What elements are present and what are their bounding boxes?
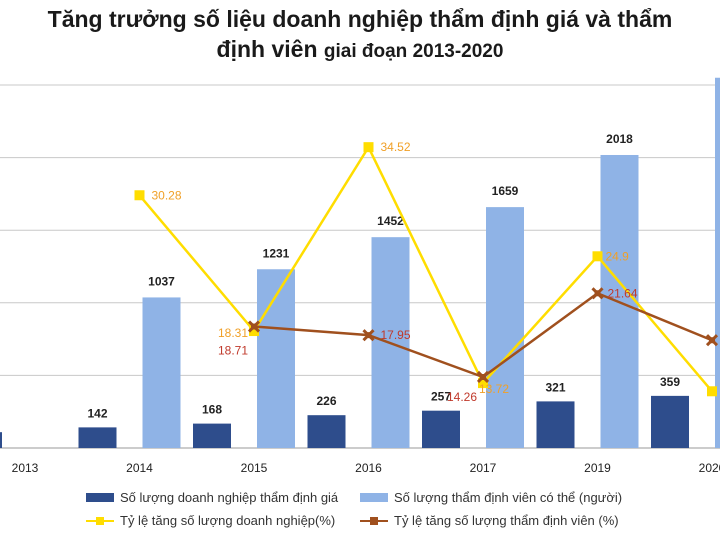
line-point (249, 326, 259, 337)
line-point (478, 378, 488, 389)
bar-tdv (486, 207, 524, 448)
title-line-2: định viên giai đoạn 2013-2020 (0, 34, 720, 67)
bar-dn (307, 415, 346, 448)
x-tick-label: 2014 (126, 461, 153, 475)
line-point-core (251, 323, 257, 330)
bar-dn (78, 427, 117, 448)
line-point-core (480, 373, 486, 380)
line-point-label: 18.31 (218, 326, 248, 340)
line-point (592, 251, 603, 262)
bar-tdv (715, 77, 720, 449)
line-point-label: 24.9 (606, 249, 630, 263)
legend-swatch-brown-line (360, 514, 388, 528)
line-point-core (709, 337, 715, 344)
bar-label-dn: 168 (202, 403, 222, 417)
x-tick-label: 2019 (584, 461, 611, 475)
bar-dn (651, 395, 689, 448)
bar-dn (193, 423, 231, 448)
legend-label-tdv: Số lượng thẩm định viên có thể (người) (394, 490, 623, 505)
legend-swatch-dark-bar (86, 493, 114, 502)
line-point-label: 21.64 (608, 286, 638, 300)
title-line-1: Tăng trưởng số liệu doanh nghiệp thẩm đị… (47, 6, 673, 32)
bar-dn (422, 410, 460, 448)
bar-label-dn: 226 (316, 394, 336, 408)
line-point (134, 190, 145, 201)
line-point-label: 17.95 (381, 328, 411, 342)
line-point-label: 34.52 (381, 140, 411, 154)
bar-label-tdv: 1452 (377, 214, 404, 228)
legend-label-dn: Số lượng doanh nghiệp thẩm định giá (120, 490, 339, 505)
legend-swatch-light-bar (360, 493, 388, 502)
legend-item-rate-dn: Tỷ lệ tăng số lượng doanh nghiệp(%) (86, 513, 335, 528)
title-line-2-small: giai đoạn 2013-2020 (323, 41, 504, 62)
legend-label-rate-tdv: Tỷ lệ tăng số lượng thẩm định viên (%) (394, 513, 619, 528)
x-tick-label: 2017 (470, 461, 497, 475)
line-point-label: 30.28 (152, 188, 182, 202)
bar-tdv (142, 297, 181, 448)
series-line (138, 144, 713, 393)
x-tick-label: 2015 (241, 461, 268, 475)
bar-dn (536, 401, 575, 448)
bar-label-tdv: 1659 (492, 184, 519, 198)
bar-dn (0, 432, 2, 448)
bar-label-dn: 142 (87, 406, 107, 420)
series-line (253, 291, 713, 379)
bar-label-tdv: 1231 (263, 246, 290, 260)
x-tick-label: 2020 (699, 461, 720, 475)
line-point-label: 13.72 (479, 382, 509, 396)
line-point-label: 14.26 (447, 390, 477, 404)
bar-label-dn: 257 (431, 390, 451, 404)
x-tick-label: 2016 (355, 461, 382, 475)
legend-item-dn: Số lượng doanh nghiệp thẩm định giá (86, 490, 338, 505)
line-point-core (594, 290, 601, 297)
bar-label-dn: 321 (545, 380, 565, 394)
line-point-label: 18.71 (218, 344, 248, 358)
chart-canvas: 9201314210372014168123120152261452201625… (0, 77, 720, 475)
legend-swatch-yellow-line (86, 514, 114, 528)
bar-label-tdv: 1037 (148, 274, 175, 288)
bar-label-dn: 359 (660, 375, 680, 389)
line-point-core (365, 332, 372, 339)
line-point (707, 386, 717, 397)
x-tick-label: 2013 (12, 461, 39, 475)
legend-item-rate-tdv: Tỷ lệ tăng số lượng thẩm định viên (%) (360, 513, 619, 528)
line-point (363, 142, 374, 153)
legend-item-tdv: Số lượng thẩm định viên có thể (người) (360, 490, 622, 505)
bar-label-tdv: 2018 (606, 132, 633, 146)
legend: Số lượng doanh nghiệp thẩm định giá Số l… (0, 482, 720, 540)
bar-tdv (257, 269, 295, 448)
title-line-2-big: định viên (216, 36, 318, 62)
chart-title: Tăng trưởng số liệu doanh nghiệp thẩm đị… (0, 4, 720, 67)
legend-label-rate-dn: Tỷ lệ tăng số lượng doanh nghiệp(%) (120, 513, 336, 528)
